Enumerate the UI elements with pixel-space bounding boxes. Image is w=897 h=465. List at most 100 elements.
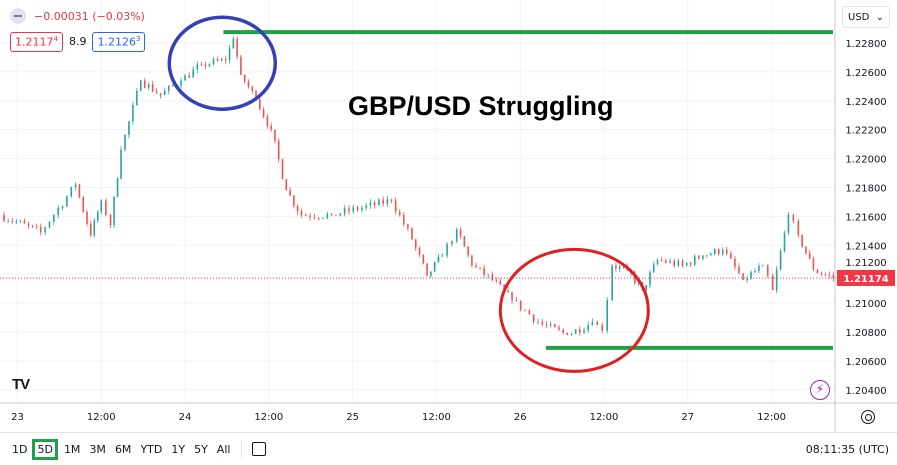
candle-body bbox=[783, 232, 786, 251]
timeframe-1y[interactable]: 1Y bbox=[171, 442, 186, 456]
tradingview-logo[interactable]: TV bbox=[12, 376, 30, 393]
lightning-icon[interactable]: ⚡ bbox=[810, 380, 830, 400]
x-tick-label: 12:00 bbox=[590, 412, 619, 423]
currency-select[interactable]: USD ⌄ bbox=[842, 6, 890, 28]
chart-legend: −0.00031 (−0.03%) 1.21174 8.9 1.21263 bbox=[10, 8, 146, 52]
candle-body bbox=[132, 104, 134, 122]
calendar-goto-icon[interactable] bbox=[252, 442, 267, 456]
candle-body bbox=[361, 207, 363, 211]
candle-body bbox=[167, 85, 170, 91]
candle-body bbox=[7, 220, 9, 222]
y-tick-label: 1.22800 bbox=[845, 39, 886, 50]
timeframe-all[interactable]: All bbox=[216, 442, 231, 456]
candle-body bbox=[247, 81, 250, 87]
clock[interactable]: 08:11:35 (UTC) bbox=[805, 442, 889, 456]
candle-body bbox=[797, 220, 800, 236]
candle-body bbox=[140, 80, 142, 91]
candle-body bbox=[96, 211, 99, 221]
sell-button[interactable]: 1.21174 bbox=[10, 32, 63, 52]
candle-body bbox=[558, 327, 560, 330]
candle-body bbox=[86, 211, 88, 224]
candle-body bbox=[204, 64, 207, 67]
candle-body bbox=[483, 267, 485, 276]
collapse-legend-button[interactable] bbox=[10, 8, 26, 24]
candle-body bbox=[270, 125, 272, 130]
low-circle-annotation bbox=[498, 247, 650, 373]
candle-body bbox=[82, 197, 85, 212]
candle-body bbox=[143, 80, 146, 88]
candle-body bbox=[698, 256, 700, 259]
candle-body bbox=[787, 214, 790, 233]
candle-body bbox=[689, 262, 692, 265]
candle-body bbox=[451, 241, 453, 245]
candle-body bbox=[562, 329, 564, 333]
candle-body bbox=[579, 329, 581, 333]
candle-body bbox=[31, 225, 34, 227]
candle-body bbox=[228, 48, 231, 61]
candle-body bbox=[549, 324, 552, 326]
candle-body bbox=[820, 273, 823, 275]
candle-body bbox=[816, 269, 819, 274]
candle-body bbox=[437, 256, 440, 263]
candle-body bbox=[35, 226, 38, 227]
candle-body bbox=[828, 274, 831, 276]
candle-body bbox=[113, 196, 115, 226]
candle-body bbox=[665, 260, 667, 263]
x-tick-label: 24 bbox=[179, 412, 192, 423]
candle-body bbox=[151, 84, 154, 92]
candle-body bbox=[398, 211, 401, 215]
candle-body bbox=[656, 259, 659, 265]
candle-body bbox=[583, 330, 585, 333]
candle-body bbox=[511, 292, 513, 301]
last-price-tag bbox=[837, 269, 895, 286]
candle-body bbox=[587, 324, 589, 331]
candle-body bbox=[216, 59, 219, 61]
candle-body bbox=[532, 314, 535, 322]
candle-body bbox=[136, 90, 138, 105]
candle-body bbox=[262, 109, 265, 117]
x-tick-label: 26 bbox=[514, 412, 527, 423]
candle-body bbox=[537, 321, 539, 323]
buy-button[interactable]: 1.21263 bbox=[92, 32, 146, 52]
candle-body bbox=[601, 325, 604, 331]
candle-body bbox=[66, 196, 68, 207]
candle-body bbox=[266, 116, 269, 126]
candle-body bbox=[53, 215, 55, 222]
candle-body bbox=[446, 244, 448, 256]
timeframe-1m[interactable]: 1M bbox=[63, 442, 81, 456]
candle-body bbox=[471, 255, 473, 266]
candle-body bbox=[93, 220, 96, 236]
candle-body bbox=[545, 324, 548, 326]
candle-body bbox=[403, 214, 405, 225]
price-chart[interactable]: 1.22800 1.22600 1.22400 1.22200 1.22000 1.218… bbox=[0, 0, 897, 432]
timeframe-3m[interactable]: 3M bbox=[89, 442, 106, 456]
candle-body bbox=[407, 224, 409, 229]
candle-body bbox=[706, 255, 708, 257]
candle-body bbox=[378, 199, 380, 206]
candle-body bbox=[805, 246, 807, 254]
settings-icon[interactable] bbox=[861, 410, 875, 424]
candle-body bbox=[742, 273, 744, 280]
candle-body bbox=[554, 324, 556, 328]
candle-body bbox=[180, 80, 182, 86]
timeframe-6m[interactable]: 6M bbox=[114, 442, 132, 456]
y-tick-label: 1.21400 bbox=[845, 241, 886, 252]
timeframe-5y[interactable]: 5Y bbox=[194, 442, 208, 456]
candle-body bbox=[159, 93, 162, 95]
candle-body bbox=[386, 199, 389, 204]
candle-body bbox=[519, 300, 522, 310]
candle-body bbox=[491, 274, 494, 280]
candle-body bbox=[78, 184, 81, 198]
y-tick-label: 1.21200 bbox=[845, 258, 886, 269]
timeframe-1d[interactable]: 1D bbox=[12, 442, 28, 456]
candle-body bbox=[61, 206, 64, 208]
candle-body bbox=[515, 300, 518, 302]
candle-body bbox=[459, 229, 462, 237]
candle-body bbox=[89, 223, 92, 236]
x-tick-label: 27 bbox=[681, 412, 694, 423]
candle-body bbox=[382, 199, 384, 204]
annotation-title: GBP/USD Struggling bbox=[348, 91, 614, 121]
timeframe-ytd[interactable]: YTD bbox=[140, 442, 163, 456]
timeframe-5d[interactable]: 5D bbox=[32, 438, 58, 460]
candle-body bbox=[309, 215, 311, 218]
